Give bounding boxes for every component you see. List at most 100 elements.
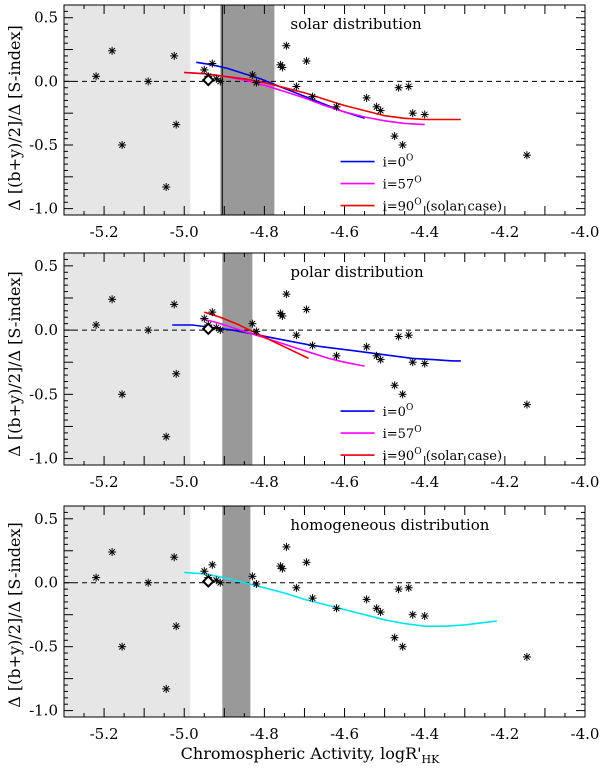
data-point-star (108, 295, 117, 304)
data-point-star (118, 642, 127, 651)
data-point-star (332, 102, 341, 111)
data-point-star (394, 585, 403, 594)
y-axis-label-panel-2: Δ [(b+y)/2]/Δ [S-index] (5, 271, 24, 457)
data-point-star (172, 622, 181, 631)
legend-entry: i=0O (383, 403, 414, 420)
data-point-star (208, 308, 217, 317)
data-point-star (302, 57, 311, 65)
y-tick-label: -0.5 (29, 136, 58, 154)
x-tick-label: -4.2 (490, 223, 519, 241)
data-point-star (404, 583, 413, 592)
data-point-star (362, 93, 371, 102)
series-line-i-90-solar-case- (184, 71, 461, 121)
legend-entry: i=90O (solar case) (383, 198, 502, 215)
data-point-star (248, 319, 257, 328)
data-point-star (108, 46, 117, 55)
data-point-star (172, 369, 181, 378)
data-point-star (408, 109, 417, 118)
data-point-star (394, 332, 403, 341)
data-point-star (282, 41, 291, 50)
data-point-star (252, 580, 261, 588)
legend-label: i=90 (383, 449, 415, 464)
legend-degree-sup: O (406, 403, 413, 413)
series-line-i-57 (200, 317, 365, 367)
data-point-star (308, 594, 317, 603)
x-axis-label-main: Chromospheric Activity, logR' (181, 744, 422, 763)
sun-marker (201, 322, 215, 336)
data-point-star (420, 359, 429, 368)
legend-entry: i=90O (solar case) (383, 447, 502, 464)
y-tick-label: -1.0 (29, 200, 58, 218)
data-point-star (108, 548, 117, 556)
legend-label: i=90 (383, 200, 415, 215)
x-tick-label: -4.8 (250, 473, 279, 491)
x-tick-label: -4.4 (410, 223, 439, 241)
x-tick-label: -4.0 (571, 473, 600, 491)
data-point-star (408, 610, 417, 619)
data-point-star (92, 321, 101, 329)
data-point-star (308, 341, 317, 350)
y-axis-label-panel-3: Δ [(b+y)/2]/Δ [S-index] (5, 522, 24, 708)
data-point-star (362, 342, 371, 351)
series-line-i-90-solar-case- (204, 311, 309, 360)
data-point-star (200, 314, 209, 323)
data-point-star (372, 351, 381, 360)
data-point-star (278, 63, 287, 72)
y-tick-label: 0.0 (34, 72, 58, 90)
data-point-star (420, 612, 429, 620)
legend-entry: i=57O (383, 176, 422, 193)
x-tick-label: -4.4 (410, 473, 439, 491)
data-point-star (420, 110, 429, 119)
data-point-star (118, 390, 127, 399)
data-point-star (208, 59, 217, 68)
data-point-star (376, 106, 385, 115)
x-tick-label: -5.0 (170, 473, 199, 491)
sun-marker (201, 575, 215, 588)
legend-label: i=0 (383, 156, 406, 171)
solar-activity-band (220, 5, 275, 215)
data-point-star (162, 183, 171, 191)
data-point-star (376, 355, 385, 364)
data-point-star (292, 82, 301, 91)
legend-degree-sup: O (414, 447, 421, 457)
x-tick-label: -5.2 (90, 223, 119, 241)
x-tick-label: -4.4 (410, 725, 439, 743)
data-point-star (92, 72, 101, 81)
data-point-star (282, 542, 291, 551)
data-point-star (144, 77, 153, 86)
data-point-star (302, 305, 311, 314)
data-point-star (200, 65, 209, 74)
panel-title: polar distribution (290, 263, 424, 281)
data-point-star (248, 71, 257, 79)
data-point-star (408, 358, 417, 367)
x-axis-label-subscript: HK (422, 753, 441, 766)
x-tick-label: -4.8 (250, 223, 279, 241)
inactive-region-band (64, 253, 191, 465)
x-tick-label: -5.2 (90, 725, 119, 743)
data-point-star (390, 633, 399, 642)
x-tick-label: -4.8 (250, 725, 279, 743)
data-point-star (252, 327, 261, 336)
data-point-star (398, 390, 407, 399)
panel-polar-distribution: -5.2 -5.0 -4.8 -4.6 -4.4 -4.2 -4.0 0.5 0.0 -0.5 -1… (29, 252, 600, 491)
y-tick-label: -0.5 (29, 385, 58, 403)
data-point-star (248, 572, 257, 581)
data-point-star (522, 652, 531, 661)
sun-marker (201, 73, 215, 87)
y-tick-label: 0.5 (34, 257, 58, 275)
legend-degree-sup: O (414, 176, 421, 186)
x-tick-label: -4.6 (330, 473, 359, 491)
data-point-star (522, 400, 531, 409)
legend-entry: i=57O (383, 425, 422, 442)
legend-suffix: (solar case) (422, 449, 502, 464)
data-point-star (292, 583, 301, 592)
legend-degree-sup: O (414, 198, 421, 208)
legend-suffix: (solar case) (422, 200, 502, 215)
data-point-star (302, 558, 311, 567)
x-tick-label: -4.2 (490, 725, 519, 743)
data-point-star (404, 82, 413, 91)
data-point-star (398, 642, 407, 651)
data-point-star (404, 331, 413, 340)
data-point-star (170, 553, 179, 562)
